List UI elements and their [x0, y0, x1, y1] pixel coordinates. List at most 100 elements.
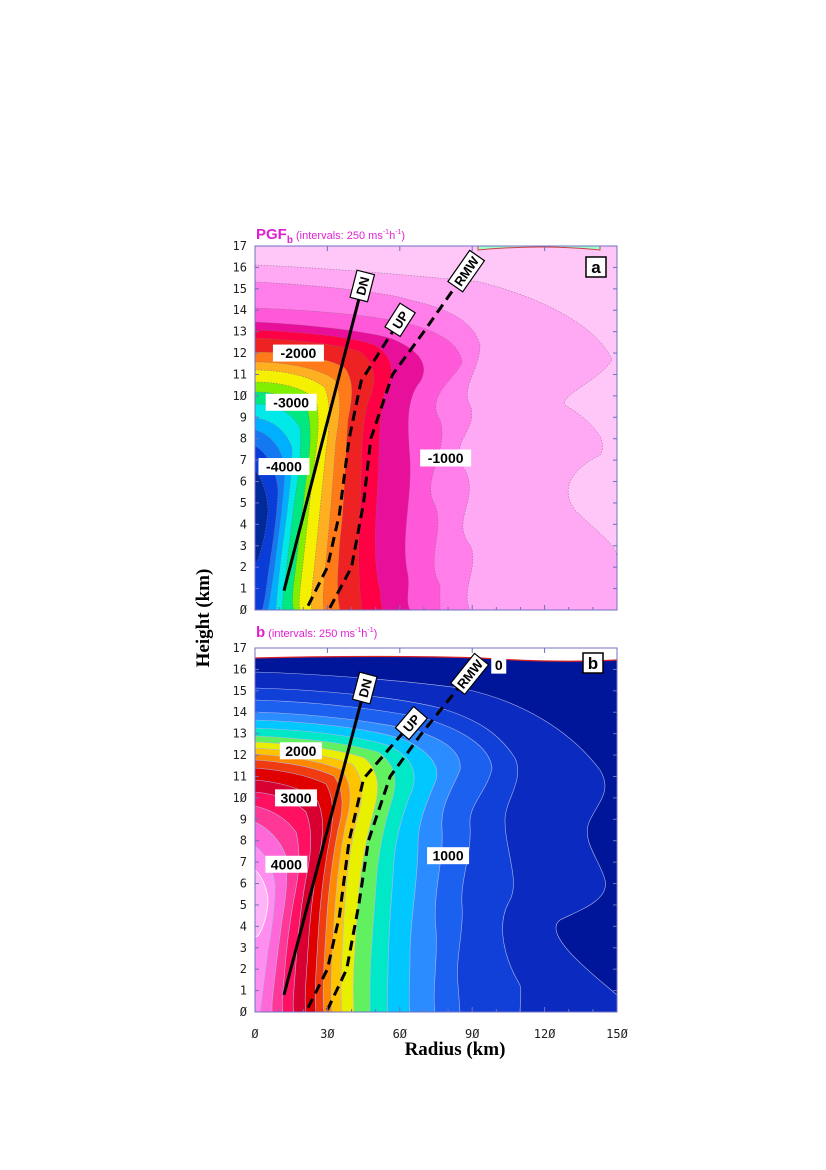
- panel-b-x-ticks: Ø 3Ø 6Ø 9Ø 12Ø 15Ø: [251, 648, 629, 1041]
- panel-a-contour-labels: -2000 -3000 -4000 -1000: [258, 344, 472, 476]
- y-tick-label: 13: [233, 727, 247, 741]
- line-label-text: DN: [356, 677, 375, 699]
- y-tick-label: 12: [233, 346, 247, 360]
- panel-a-label-box: a: [585, 256, 607, 278]
- panel-b-frame: [254, 647, 618, 1013]
- panel-a-field: [255, 246, 617, 610]
- line-up: [306, 732, 404, 1009]
- y-tick-label: 13: [233, 325, 247, 339]
- line-label-up: UP: [384, 302, 417, 338]
- x-tick-label: 12Ø: [534, 1027, 556, 1041]
- line-label-rmw: RMW: [449, 652, 490, 696]
- panel-b-title-main: b: [256, 624, 265, 641]
- y-tick-label: 17: [233, 641, 247, 655]
- y-tick-label: 1: [240, 582, 247, 596]
- panel-b-band-19: [255, 869, 269, 938]
- y-tick-label: 1Ø: [233, 791, 248, 805]
- contour-label-text: -3000: [273, 394, 309, 410]
- x-tick-label: 6Ø: [393, 1027, 408, 1041]
- y-tick-label: 4: [240, 919, 247, 933]
- panel-a-frame: [254, 245, 618, 611]
- y-tick-label: 3: [240, 941, 247, 955]
- panel-a-top-rim: [477, 246, 601, 251]
- contour-label: 1000: [427, 847, 470, 865]
- contour-label: 4000: [265, 855, 308, 873]
- panel-a-title-main: PGF: [256, 226, 287, 243]
- x-tick-label: 15Ø: [606, 1027, 628, 1041]
- y-tick-label: 11: [233, 367, 247, 381]
- y-tick-label: 6: [240, 475, 247, 489]
- x-tick-label: 9Ø: [465, 1027, 480, 1041]
- contour-label-text: 4000: [271, 856, 302, 872]
- panel-b-line-labels: DN UP RMW: [351, 652, 490, 741]
- line-rmw: [326, 687, 459, 1011]
- contour-label: -3000: [265, 393, 317, 411]
- y-tick-label: 14: [233, 303, 247, 317]
- y-tick-label: 3: [240, 539, 247, 553]
- panel-b: b (intervals: 250 ms-1h-1): [233, 624, 629, 1041]
- x-tick-label: 3Ø: [320, 1027, 335, 1041]
- contour-label-text: 3000: [280, 790, 311, 806]
- panel-b-contour-labels: 2000 3000 4000 1000 0: [265, 656, 507, 873]
- contour-label-text: 2000: [285, 743, 316, 759]
- y-tick-label: 15: [233, 684, 247, 698]
- panel-b-title: b (intervals: 250 ms-1h-1): [256, 624, 377, 641]
- contour-label: 3000: [275, 789, 318, 807]
- contour-label-text: 1000: [432, 848, 463, 864]
- x-axis-label: Radius (km): [405, 1039, 506, 1060]
- panel-b-label-box: b: [582, 652, 604, 674]
- y-tick-label: 16: [233, 260, 247, 274]
- y-tick-label: 7: [240, 855, 247, 869]
- panel-b-top-edge: [255, 655, 617, 662]
- contour-label: 2000: [279, 742, 322, 760]
- panel-a-title: PGFb (intervals: 250 ms-1h-1): [256, 226, 405, 246]
- y-tick-label: 4: [240, 517, 247, 531]
- y-tick-label: 12: [233, 748, 247, 762]
- panel-b-field: [255, 648, 617, 1012]
- contour-label-text: -4000: [266, 459, 302, 475]
- panel-a-label: a: [591, 258, 601, 277]
- panel-b-interval-note: (intervals: 250 ms-1h-1): [268, 627, 377, 640]
- y-tick-label: 17: [233, 239, 247, 253]
- y-tick-label: 15: [233, 282, 247, 296]
- y-tick-label: 8: [240, 834, 247, 848]
- panel-a-interval-note: (intervals: 250 ms-1h-1): [296, 229, 405, 242]
- line-dn: [282, 299, 361, 592]
- y-tick-label: 2: [240, 560, 247, 574]
- y-tick-label: 16: [233, 662, 247, 676]
- contour-label: -4000: [258, 458, 310, 476]
- x-tick-label: Ø: [251, 1027, 259, 1041]
- y-tick-label: 7: [240, 453, 247, 467]
- y-tick-label: 2: [240, 962, 247, 976]
- y-tick-label: 8: [240, 432, 247, 446]
- contour-label: -2000: [272, 344, 324, 362]
- y-tick-label: 1: [240, 984, 247, 998]
- y-tick-label: 9: [240, 410, 247, 424]
- line-label-up: UP: [394, 705, 429, 741]
- y-tick-label: 5: [240, 496, 247, 510]
- line-label-dn: DN: [351, 671, 378, 705]
- contour-label: -1000: [420, 449, 472, 467]
- y-tick-label: 14: [233, 705, 247, 719]
- line-label-dn: DN: [349, 269, 376, 303]
- line-dn: [282, 701, 363, 996]
- contour-label: 0: [491, 656, 507, 674]
- y-tick-label: 1Ø: [233, 389, 248, 403]
- panel-a-band-16: [255, 469, 269, 563]
- panel-a-lines: [282, 285, 457, 609]
- line-rmw: [328, 285, 457, 609]
- line-up: [306, 330, 394, 607]
- panel-a-title-subscript: b: [287, 235, 293, 246]
- panel-b-label: b: [588, 654, 598, 673]
- panel-b-lines: [282, 687, 459, 1011]
- y-tick-label: Ø: [240, 1005, 248, 1019]
- contour-label-text: 0: [495, 657, 503, 673]
- y-axis-label: Height (km): [193, 569, 214, 668]
- y-tick-label: 5: [240, 898, 247, 912]
- y-tick-label: 11: [233, 769, 247, 783]
- contour-label-text: -1000: [428, 450, 464, 466]
